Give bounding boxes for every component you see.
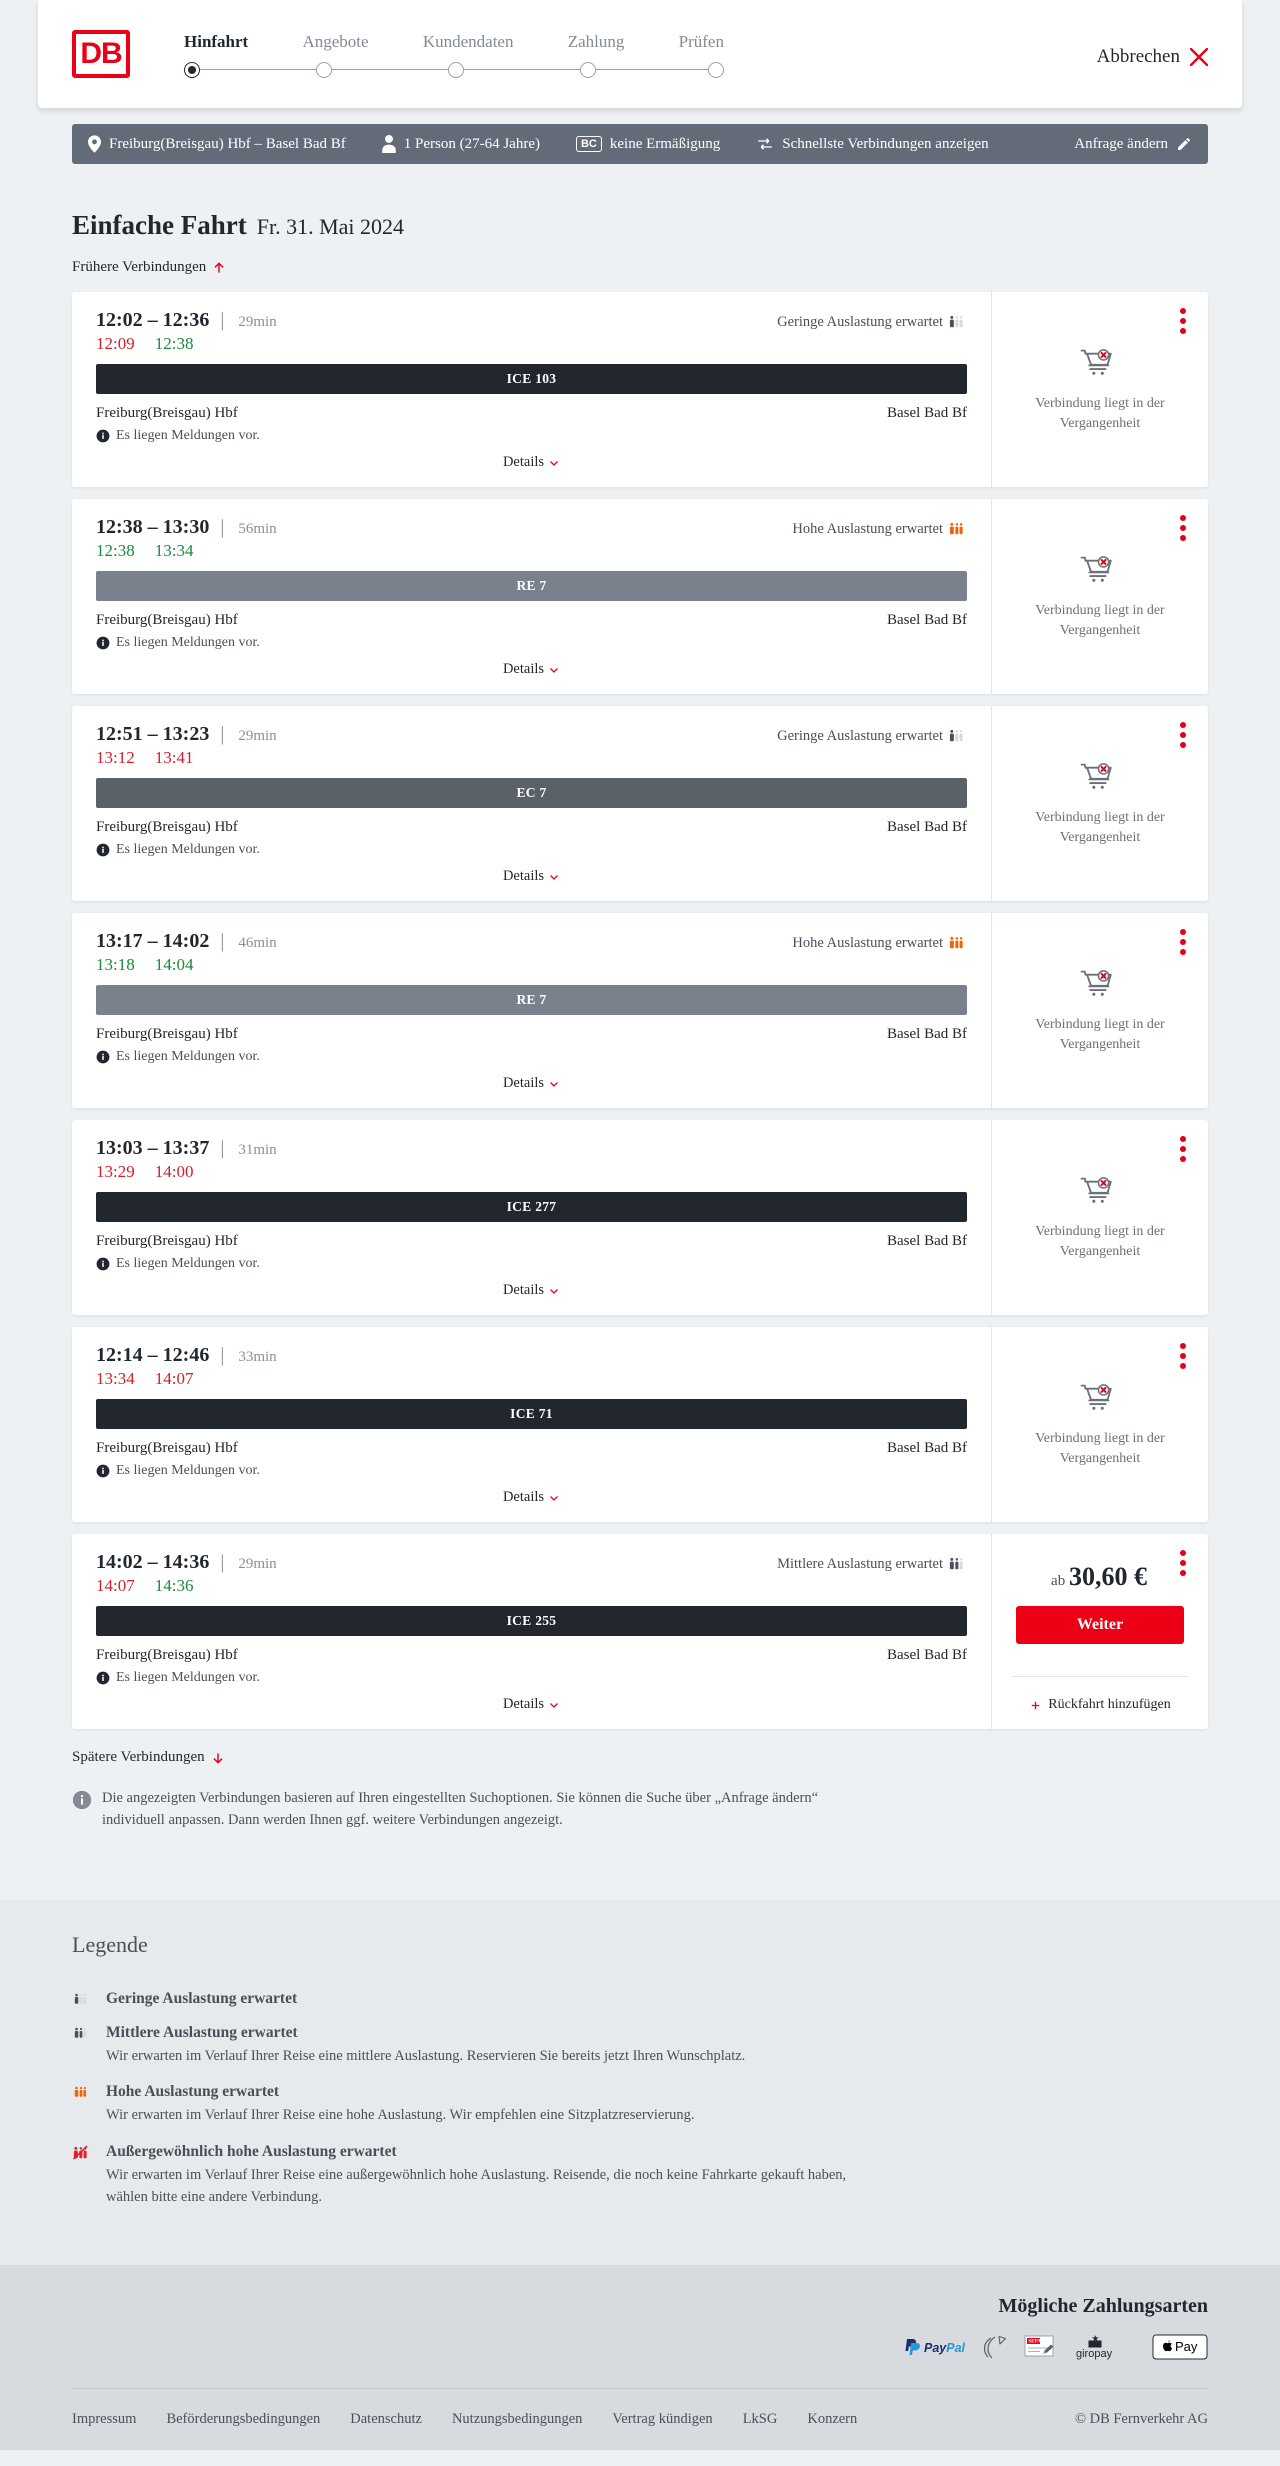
svg-text:SEPA: SEPA <box>1028 2338 1041 2344</box>
svg-text:PayPal: PayPal <box>924 2341 966 2355</box>
svg-text:Pay: Pay <box>1175 2339 1198 2354</box>
svg-text:giropay: giropay <box>1076 2348 1113 2360</box>
